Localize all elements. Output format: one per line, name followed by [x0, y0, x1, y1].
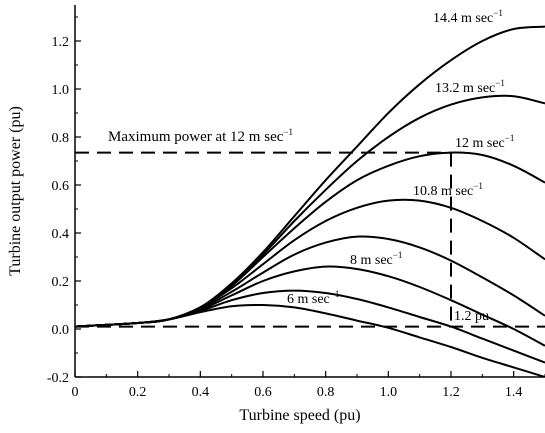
curve-label-5: 12 m sec−1 — [455, 133, 514, 151]
x-tick-label: 1.4 — [505, 385, 523, 400]
series-line-7 — [75, 25, 545, 328]
x-tick-label: 0 — [72, 385, 79, 400]
y-tick-label: 1.2 — [52, 35, 70, 50]
x-tick-label: 1.2 — [442, 385, 460, 400]
y-tick-label: 0.8 — [52, 131, 70, 146]
y-tick-label: 0.0 — [52, 323, 70, 338]
curve-label-2: 8 m sec−1 — [350, 250, 402, 268]
y-tick-label: 0.4 — [52, 227, 70, 242]
x-tick-label: 0.6 — [254, 385, 272, 400]
x-tick-label: 0.2 — [129, 385, 147, 400]
curve-label-6: 13.2 m sec−1 — [435, 78, 505, 96]
x-tick-label: 0.4 — [192, 385, 210, 400]
annotation-1: 1.2 pu — [454, 309, 489, 324]
curve-label-4: 10.8 m sec−1 — [413, 181, 483, 199]
y-axis-label: Turbine output power (pu) — [7, 106, 24, 276]
y-tick-label: 0.6 — [52, 179, 70, 194]
y-tick-label: -0.2 — [47, 371, 69, 386]
curve-label-7: 14.4 m sec−1 — [433, 8, 503, 26]
curve-label-0: 6 m sec−1 — [287, 289, 339, 307]
x-tick-label: 0.8 — [317, 385, 335, 400]
annotation-0: Maximum power at 12 m sec−1 — [108, 127, 293, 145]
y-tick-label: 1.0 — [52, 83, 70, 98]
y-tick-label: 0.2 — [52, 275, 70, 290]
x-axis-label: Turbine speed (pu) — [239, 407, 360, 424]
series-line-4 — [75, 198, 545, 328]
x-tick-label: 1.0 — [380, 385, 398, 400]
